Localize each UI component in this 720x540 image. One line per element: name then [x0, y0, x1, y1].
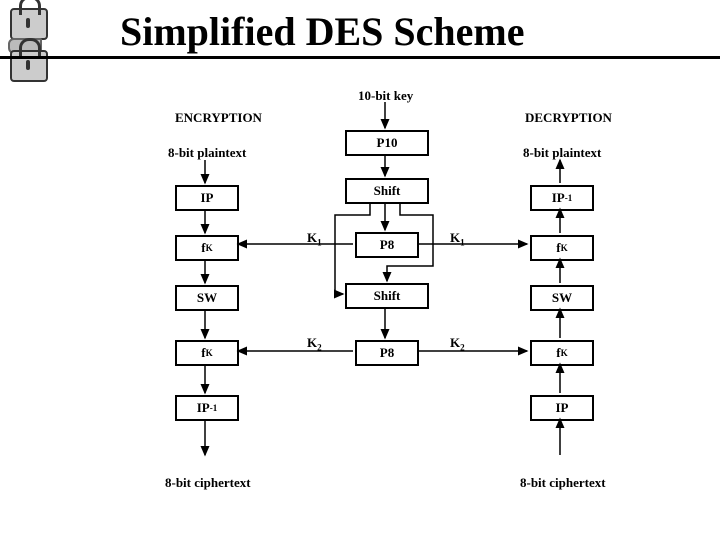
arrows-svg	[0, 0, 720, 540]
